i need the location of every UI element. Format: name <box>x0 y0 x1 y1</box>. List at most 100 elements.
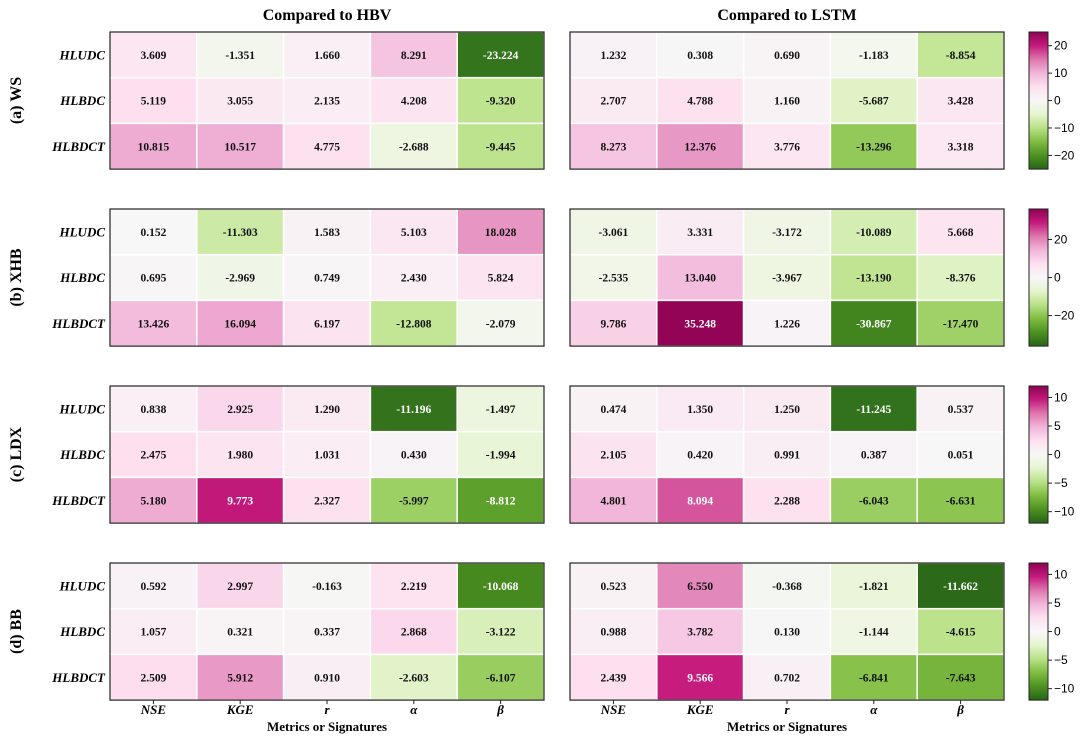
cell-value-label: -0.368 <box>772 581 802 593</box>
heatmap-frame <box>569 31 1005 170</box>
row-label: HLBDC <box>59 270 105 285</box>
heatmap-cell <box>282 653 372 701</box>
cell-value-label: 3.782 <box>687 627 713 639</box>
heatmap-cell <box>196 476 285 524</box>
colorbar-tick-label: 20 <box>1054 232 1068 246</box>
cell-value-label: 0.749 <box>314 273 340 285</box>
cell-value-label: 3.776 <box>774 141 800 153</box>
cell-value-label: 0.152 <box>140 227 166 239</box>
cell-value-label: 0.991 <box>774 450 800 462</box>
cell-value-label: -6.107 <box>486 672 516 684</box>
heatmap-cell <box>456 653 545 701</box>
cell-value-label: -0.163 <box>312 581 342 593</box>
heatmap-cell <box>456 385 545 433</box>
cell-value-label: -8.854 <box>946 50 976 62</box>
heatmap-cell <box>656 208 745 256</box>
colorbar <box>1028 562 1049 701</box>
cell-value-label: 16.094 <box>224 318 256 330</box>
cell-value-label: -2.079 <box>486 318 516 330</box>
cell-value-label: -6.043 <box>859 495 889 507</box>
colorbar-tick-label: −20 <box>1054 309 1075 323</box>
cell-value-label: -8.812 <box>486 495 516 507</box>
cell-value-label: 35.248 <box>684 318 716 330</box>
row-label: HLBDCT <box>51 493 106 508</box>
heatmap-cell <box>369 122 458 170</box>
cell-value-label: 2.475 <box>140 450 166 462</box>
heatmap-cell <box>569 476 658 524</box>
cell-value-label: 9.566 <box>687 672 713 684</box>
heatmap-frame <box>569 385 1005 524</box>
cell-value-label: 3.055 <box>227 96 253 108</box>
heatmap-cell <box>369 253 458 302</box>
panel-label: (b) XHB <box>8 248 25 307</box>
cell-value-label: 3.318 <box>948 141 974 153</box>
cell-value-label: 0.523 <box>600 581 626 593</box>
colorbar <box>1028 385 1049 524</box>
cell-value-label: -9.445 <box>486 141 516 153</box>
x-tick-label: α <box>410 702 418 717</box>
colorbar-tick-label: 20 <box>1054 39 1068 53</box>
heatmap-cell <box>282 208 372 256</box>
cell-value-label: 4.208 <box>401 96 427 108</box>
colorbar-tick-label: −20 <box>1054 148 1075 162</box>
cell-value-label: 0.130 <box>774 627 800 639</box>
cell-value-label: 1.232 <box>600 50 626 62</box>
heatmap-cell <box>569 122 658 170</box>
x-axis-label: Metrics or Signatures <box>267 719 387 734</box>
colorbar-tick-label: 0 <box>1054 625 1061 639</box>
x-tick-label: β <box>496 702 504 717</box>
cell-value-label: -11.303 <box>223 227 258 239</box>
cell-value-label: 1.583 <box>314 227 340 239</box>
heatmap-cell <box>829 607 918 656</box>
colorbar-tick-label: 0 <box>1054 448 1061 462</box>
heatmap-frame <box>109 31 545 170</box>
heatmap-cell <box>282 476 372 524</box>
row-label: HLBDCT <box>51 670 106 685</box>
cell-value-label: -3.122 <box>486 627 516 639</box>
heatmap-cell <box>109 430 198 479</box>
cell-value-label: 0.337 <box>314 627 340 639</box>
x-tick-label: KGE <box>226 702 254 717</box>
heatmap-cell <box>196 253 285 302</box>
cell-value-label: 12.376 <box>684 141 716 153</box>
cell-value-label: 0.988 <box>600 627 626 639</box>
cell-value-label: 10.815 <box>138 141 170 153</box>
row-label: HLBDC <box>59 93 105 108</box>
heatmap-cell <box>196 299 285 347</box>
cell-value-label: -11.662 <box>943 581 978 593</box>
heatmap-cell <box>656 385 745 433</box>
cell-value-label: -6.631 <box>946 495 976 507</box>
cell-value-label: 1.057 <box>140 627 166 639</box>
heatmap-cell <box>742 653 832 701</box>
heatmap-cell <box>282 430 372 479</box>
cell-value-label: 4.801 <box>600 495 626 507</box>
cell-value-label: -10.089 <box>856 227 892 239</box>
cell-value-label: 8.094 <box>687 495 713 507</box>
heatmap-cell <box>282 385 372 433</box>
cell-value-label: 0.838 <box>140 404 166 416</box>
cell-value-label: 0.321 <box>227 627 253 639</box>
cell-value-label: 6.197 <box>314 318 340 330</box>
heatmap-cell <box>656 562 745 610</box>
heatmap-frame <box>569 208 1005 347</box>
panel-label: (c) LDX <box>8 426 25 482</box>
cell-value-label: 5.103 <box>401 227 427 239</box>
cell-value-label: -2.688 <box>399 141 429 153</box>
cell-value-label: 2.439 <box>600 672 626 684</box>
heatmap-cell <box>569 562 658 610</box>
cell-value-label: -7.643 <box>946 672 976 684</box>
cell-value-label: 8.273 <box>600 141 626 153</box>
colorbar-tick-label: 10 <box>1054 66 1068 80</box>
cell-value-label: 1.160 <box>774 96 800 108</box>
cell-value-label: 0.910 <box>314 672 340 684</box>
cell-value-label: 2.288 <box>774 495 800 507</box>
cell-value-label: -3.172 <box>772 227 802 239</box>
heatmap-cell <box>569 253 658 302</box>
column-title-lstm: Compared to LSTM <box>717 7 856 24</box>
column-title-hbv: Compared to HBV <box>263 7 392 24</box>
cell-value-label: 18.028 <box>485 227 517 239</box>
heatmap-cell <box>456 607 545 656</box>
cell-value-label: -5.997 <box>399 495 429 507</box>
x-tick-label: α <box>870 702 878 717</box>
colorbar-tick-label: −10 <box>1054 121 1075 135</box>
